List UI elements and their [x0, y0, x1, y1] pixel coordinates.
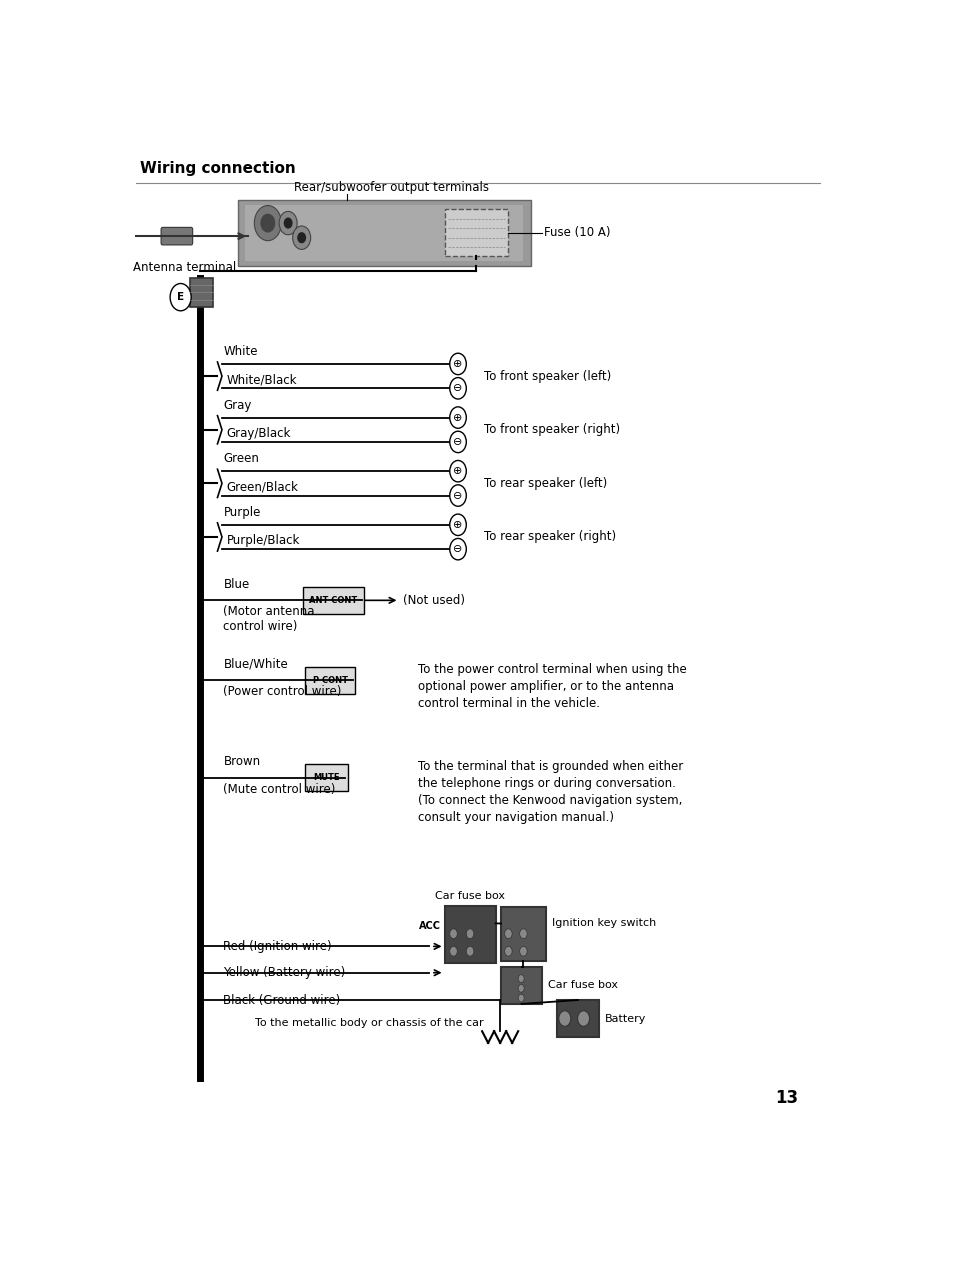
Text: Red (Ignition wire): Red (Ignition wire) — [223, 939, 331, 953]
Circle shape — [466, 947, 473, 956]
Text: E: E — [177, 292, 184, 303]
Text: Green/Black: Green/Black — [226, 481, 298, 494]
Circle shape — [450, 353, 466, 375]
Text: Rear/subwoofer output terminals: Rear/subwoofer output terminals — [294, 181, 488, 194]
Circle shape — [450, 485, 466, 506]
Text: White: White — [223, 346, 258, 358]
Circle shape — [450, 461, 466, 482]
Text: Car fuse box: Car fuse box — [435, 890, 505, 900]
Circle shape — [504, 929, 512, 938]
Circle shape — [450, 538, 466, 560]
Circle shape — [450, 432, 466, 453]
Circle shape — [577, 1010, 589, 1027]
Text: To the terminal that is grounded when either
the telephone rings or during conve: To the terminal that is grounded when ei… — [418, 760, 683, 824]
Text: Fuse (10 A): Fuse (10 A) — [544, 227, 610, 239]
Circle shape — [297, 233, 305, 243]
Text: Purple/Black: Purple/Black — [226, 534, 299, 547]
Text: Yellow (Battery wire): Yellow (Battery wire) — [223, 966, 345, 979]
Text: To the power control terminal when using the
optional power amplifier, or to the: To the power control terminal when using… — [418, 662, 686, 710]
Text: White/Black: White/Black — [226, 373, 297, 386]
Text: ENGLISH: ENGLISH — [934, 532, 944, 582]
Text: Antenna terminal: Antenna terminal — [133, 261, 235, 273]
Text: Gray/Black: Gray/Black — [226, 427, 291, 441]
FancyBboxPatch shape — [444, 906, 495, 963]
Text: To front speaker (right): To front speaker (right) — [484, 423, 619, 437]
Text: ⊕: ⊕ — [453, 413, 462, 423]
Text: (Power control wire): (Power control wire) — [223, 685, 341, 698]
FancyBboxPatch shape — [245, 205, 523, 261]
Text: Brown: Brown — [223, 755, 261, 768]
Circle shape — [450, 377, 466, 399]
FancyBboxPatch shape — [305, 765, 347, 791]
Text: ACC: ACC — [419, 922, 440, 932]
Text: ⊖: ⊖ — [453, 490, 462, 500]
Text: Car fuse box: Car fuse box — [547, 980, 617, 990]
Text: Blue/White: Blue/White — [223, 657, 288, 671]
Circle shape — [558, 1010, 570, 1027]
FancyBboxPatch shape — [303, 586, 363, 614]
FancyBboxPatch shape — [500, 967, 542, 1004]
Text: Gray: Gray — [223, 399, 252, 411]
Text: To front speaker (left): To front speaker (left) — [484, 370, 610, 382]
Text: (Not used): (Not used) — [403, 594, 465, 606]
Text: ANT CONT: ANT CONT — [309, 596, 358, 605]
Text: To the metallic body or chassis of the car: To the metallic body or chassis of the c… — [255, 1018, 484, 1028]
Text: ⊕: ⊕ — [453, 466, 462, 476]
Text: ⊕: ⊕ — [453, 360, 462, 368]
FancyBboxPatch shape — [444, 209, 508, 256]
Text: (Motor antenna: (Motor antenna — [223, 605, 315, 618]
Text: ⊖: ⊖ — [453, 384, 462, 394]
FancyBboxPatch shape — [305, 667, 355, 694]
FancyBboxPatch shape — [500, 908, 546, 961]
Text: ⊖: ⊖ — [453, 544, 462, 555]
Circle shape — [261, 214, 274, 232]
Text: Wiring connection: Wiring connection — [140, 161, 296, 176]
Text: ⊕: ⊕ — [453, 520, 462, 529]
Circle shape — [517, 985, 523, 993]
Circle shape — [519, 947, 527, 956]
Text: Blue: Blue — [223, 577, 249, 590]
Circle shape — [293, 227, 310, 249]
Text: Green: Green — [223, 452, 259, 466]
Circle shape — [466, 929, 473, 938]
Text: P CONT: P CONT — [312, 676, 347, 685]
Text: control wire): control wire) — [223, 620, 297, 633]
Text: (Mute control wire): (Mute control wire) — [223, 782, 335, 795]
Circle shape — [450, 929, 456, 938]
Circle shape — [519, 929, 527, 938]
Text: Purple: Purple — [223, 506, 261, 519]
Circle shape — [450, 947, 456, 956]
Text: ⊖: ⊖ — [453, 437, 462, 447]
FancyBboxPatch shape — [237, 200, 530, 266]
Circle shape — [517, 994, 523, 1001]
Circle shape — [504, 947, 512, 956]
Circle shape — [170, 284, 191, 311]
FancyBboxPatch shape — [161, 228, 193, 244]
FancyBboxPatch shape — [556, 1000, 598, 1037]
Circle shape — [517, 975, 523, 982]
Text: Ignition key switch: Ignition key switch — [551, 919, 656, 928]
Text: Black (Ground wire): Black (Ground wire) — [223, 994, 340, 1006]
Text: MUTE: MUTE — [313, 774, 339, 782]
Circle shape — [279, 211, 297, 234]
Circle shape — [284, 218, 292, 228]
FancyBboxPatch shape — [190, 277, 213, 306]
Text: To rear speaker (right): To rear speaker (right) — [484, 530, 615, 543]
Circle shape — [450, 514, 466, 536]
Text: Battery: Battery — [604, 1014, 645, 1023]
Circle shape — [450, 406, 466, 428]
Text: To rear speaker (left): To rear speaker (left) — [484, 477, 607, 490]
Text: 13: 13 — [774, 1089, 797, 1108]
Circle shape — [254, 205, 281, 241]
